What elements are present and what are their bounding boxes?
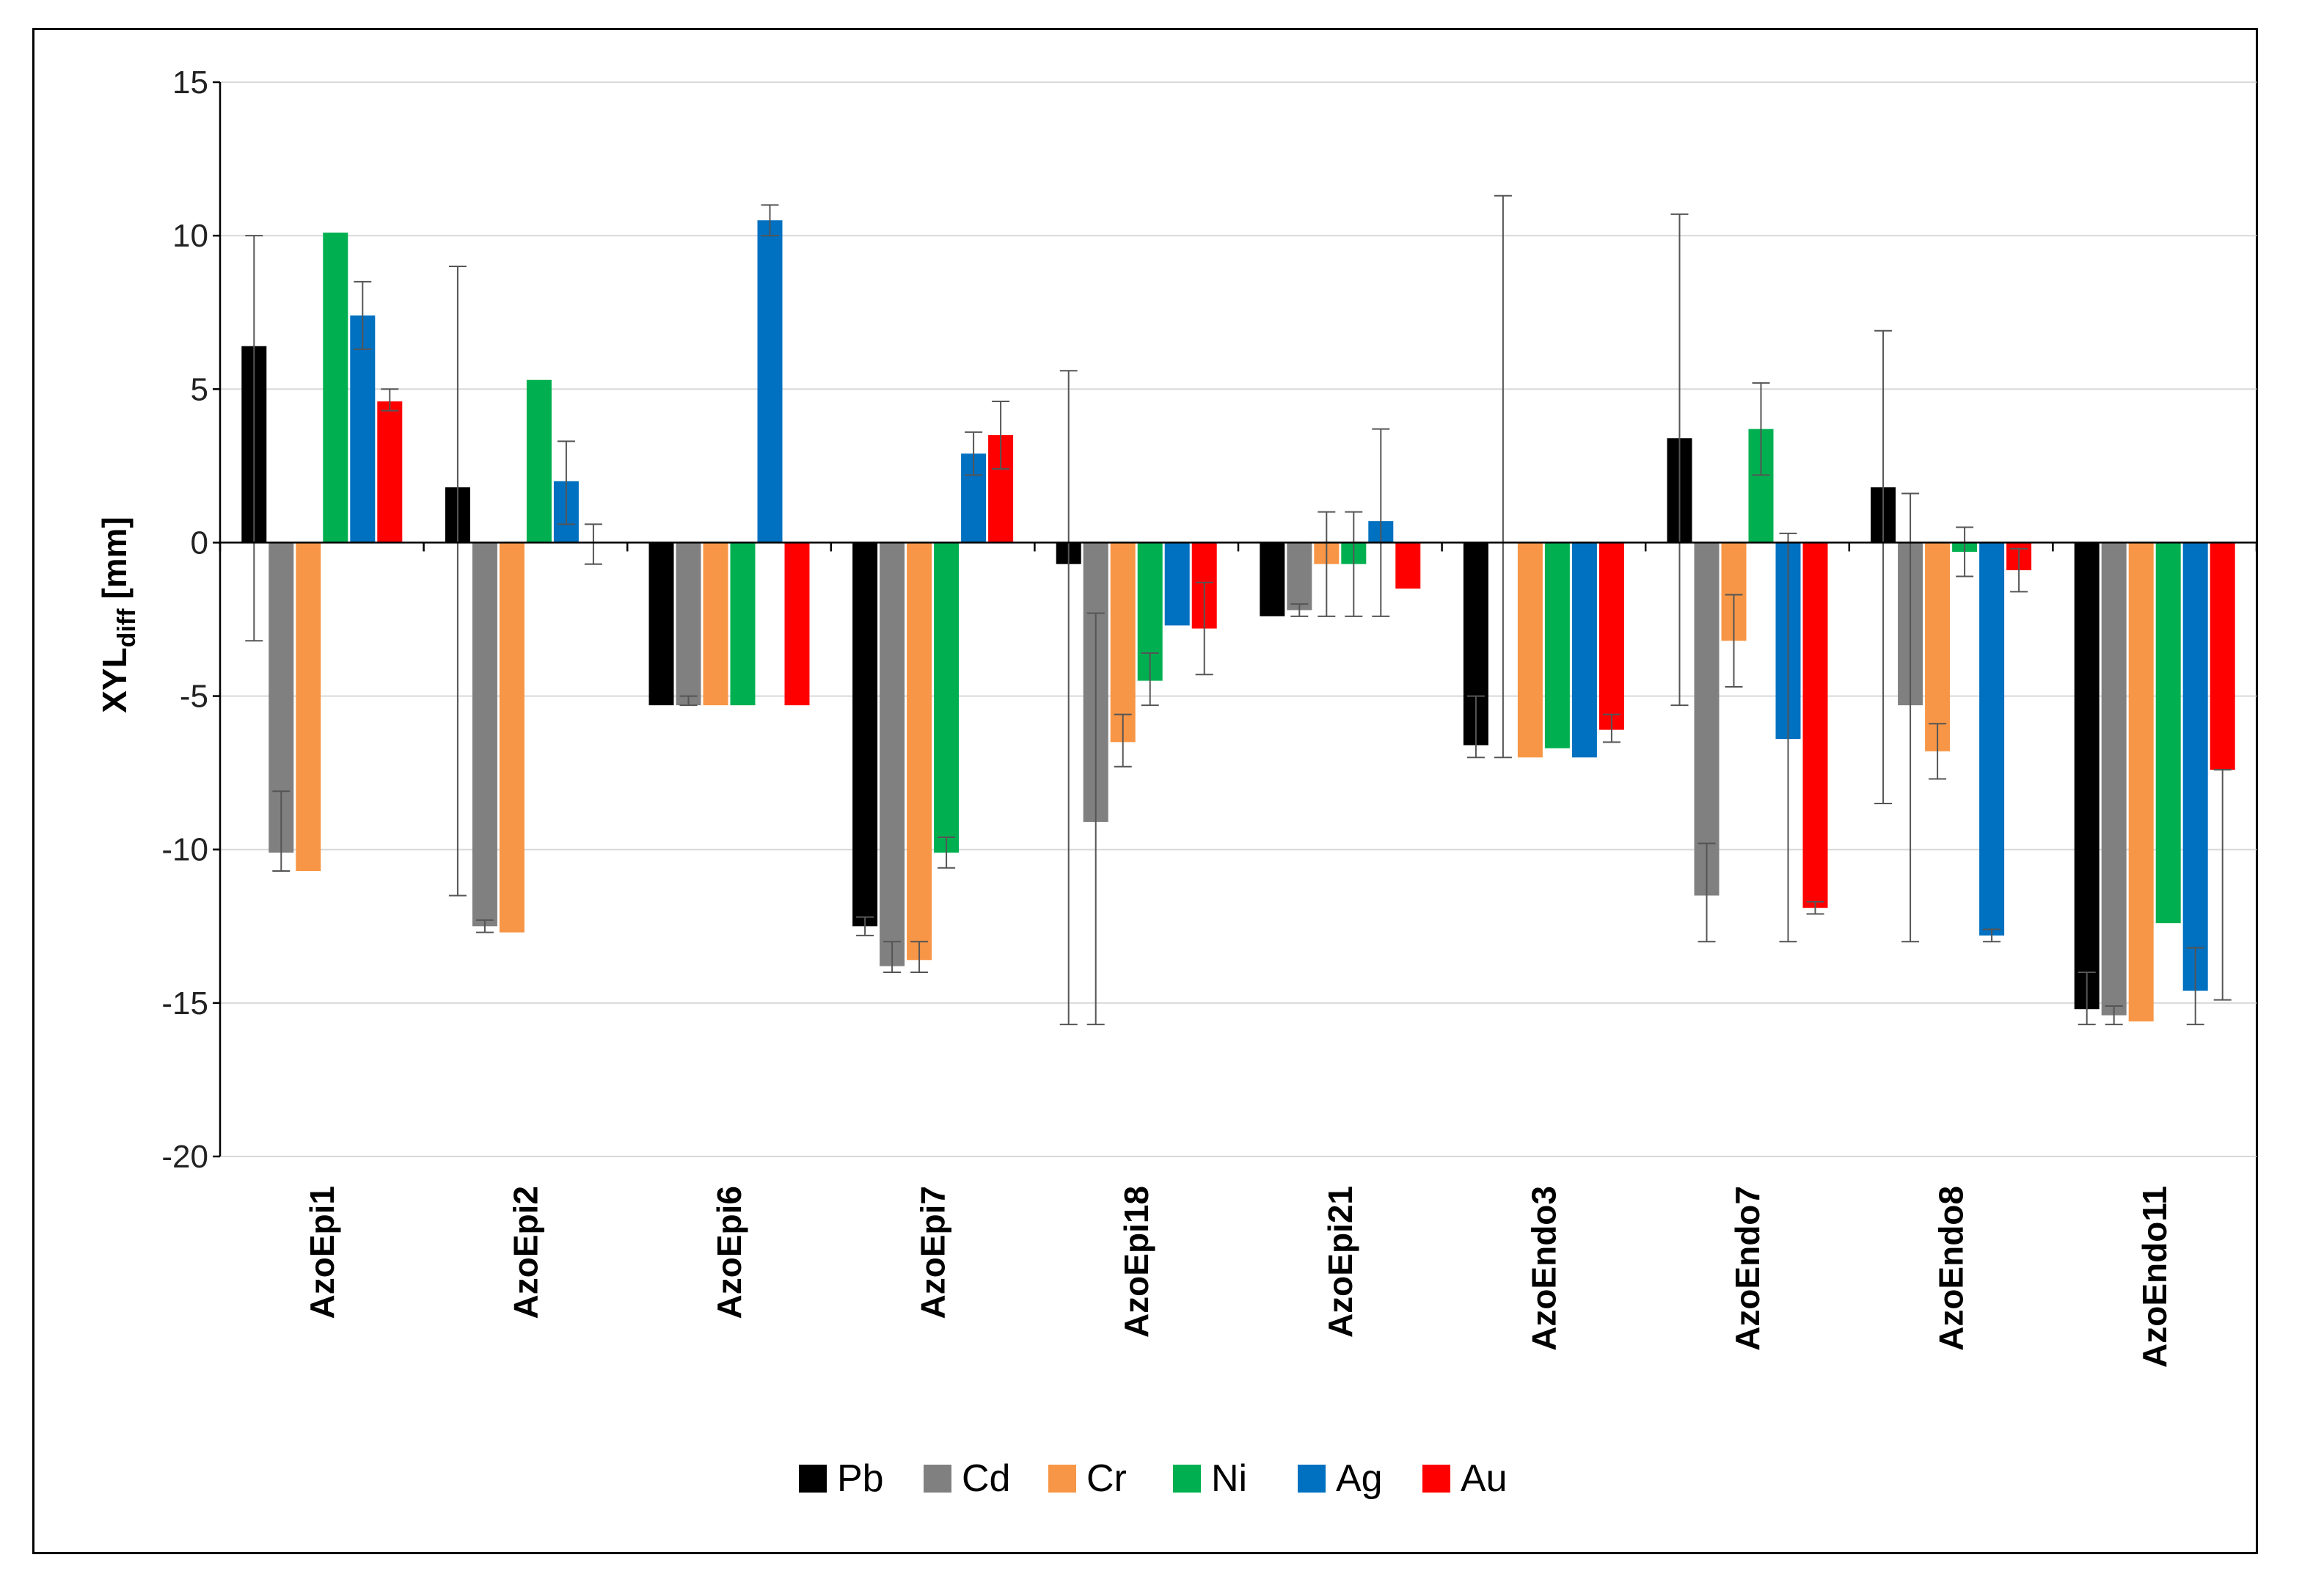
legend-item-au: Au — [1422, 1457, 1508, 1500]
y-axis-title-unit: [mm] — [95, 517, 134, 608]
bar-cr-azoepi18 — [1110, 542, 1136, 743]
x-category-label: AzoEpi2 — [506, 1186, 544, 1319]
bar-cr-azoepi6 — [703, 542, 728, 706]
chart-frame — [32, 28, 2258, 1554]
legend-label: Cd — [962, 1457, 1010, 1500]
legend-item-ag: Ag — [1298, 1457, 1383, 1500]
y-tick-label: 10 — [172, 218, 208, 254]
y-tick-label: 0 — [191, 525, 208, 561]
legend-swatch — [1422, 1465, 1450, 1493]
legend-swatch — [799, 1465, 827, 1493]
bar-pb-azoendo11 — [2074, 542, 2100, 1010]
x-category-label: AzoEndo3 — [1524, 1186, 1563, 1351]
bar-au-azoendo7 — [1802, 542, 1828, 908]
x-category-label: AzoEpi6 — [710, 1186, 748, 1319]
legend-swatch — [924, 1465, 951, 1493]
bar-cd-azoepi21 — [1287, 542, 1312, 611]
bar-au-azoepi1 — [377, 401, 403, 543]
bar-ag-azoepi6 — [757, 220, 783, 543]
y-tick-labels: 15 10 5 0 -5 -10 -15 -20 — [161, 65, 208, 1175]
bar-au-azoepi21 — [1395, 542, 1421, 589]
bar-cd-azoendo7 — [1694, 542, 1720, 896]
bar-ni-azoepi2 — [526, 379, 552, 543]
bar-cr-azoepi7 — [907, 542, 932, 961]
y-tick-label: -5 — [180, 679, 208, 715]
x-category-label: AzoEpi18 — [1117, 1186, 1155, 1338]
bar-ag-azoepi1 — [350, 315, 376, 543]
legend-swatch — [1298, 1465, 1326, 1493]
bar-pb-azoepi6 — [648, 542, 674, 706]
y-tick-label: 5 — [191, 371, 208, 407]
bar-cr-azoepi1 — [296, 542, 321, 871]
legend-label: Pb — [837, 1457, 884, 1500]
bar-cr-azoendo11 — [2128, 542, 2154, 1021]
bar-ni-azoepi1 — [323, 232, 348, 543]
bar-cd-azoepi7 — [880, 542, 905, 966]
x-category-label: AzoEndo7 — [1728, 1186, 1766, 1351]
y-tick-label: -15 — [161, 985, 208, 1021]
legend-label: Ni — [1211, 1457, 1247, 1500]
legend-label: Au — [1461, 1457, 1508, 1500]
legend-item-cr: Cr — [1048, 1457, 1127, 1500]
gridlines — [220, 81, 2257, 1157]
legend-item-pb: Pb — [799, 1457, 884, 1500]
bar-cd-azoepi2 — [472, 542, 497, 927]
y-tick-label: -10 — [161, 832, 208, 868]
bar-au-azoendo11 — [2210, 542, 2235, 770]
y-axis-title-subscript: diff — [113, 608, 141, 648]
legend-item-ni: Ni — [1173, 1457, 1247, 1500]
bar-ni-azoendo11 — [2155, 542, 2181, 924]
legend-swatch — [1048, 1465, 1076, 1493]
bar-pb-azoepi7 — [852, 542, 878, 927]
bar-ag-azoepi18 — [1164, 542, 1190, 626]
bar-ag-azoendo8 — [1979, 542, 2005, 936]
x-category-labels: AzoEpi1 AzoEpi2 AzoEpi6 AzoEpi7 AzoEpi18 AzoE… — [303, 1186, 2174, 1368]
x-category-label: AzoEpi1 — [303, 1186, 341, 1319]
bar-au-azoepi6 — [784, 542, 810, 706]
y-axis-title: XYLdiff [mm] — [95, 517, 141, 713]
y-axis-title-main: XYL — [95, 647, 134, 713]
bar-cd-azoepi6 — [676, 542, 701, 706]
legend: Pb Cd Cr Ni Ag Au — [799, 1457, 1508, 1500]
bar-cr-azoepi2 — [499, 542, 525, 933]
y-tick-label: 15 — [172, 65, 208, 101]
legend-swatch — [1173, 1465, 1201, 1493]
bar-pb-azoepi21 — [1260, 542, 1285, 616]
bar-cr-azoendo8 — [1925, 542, 1951, 751]
bar-ni-azoendo3 — [1544, 542, 1570, 748]
bar-cd-azoendo11 — [2101, 542, 2127, 1016]
legend-item-cd: Cd — [924, 1457, 1010, 1500]
x-category-label: AzoEndo11 — [2135, 1186, 2174, 1368]
bar-ni-azoepi6 — [730, 542, 756, 706]
bar-ni-azoepi7 — [934, 542, 960, 853]
legend-label: Ag — [1336, 1457, 1383, 1500]
legend-label: Cr — [1086, 1457, 1127, 1500]
x-category-label: AzoEndo8 — [1932, 1186, 1970, 1351]
bar-cr-azoendo3 — [1517, 542, 1543, 758]
axes — [213, 81, 2258, 1158]
y-tick-label: -20 — [161, 1139, 208, 1175]
bar-ag-azoendo11 — [2182, 542, 2208, 991]
bar-au-azoendo3 — [1598, 542, 1624, 730]
bar-ag-azoendo3 — [1571, 542, 1597, 758]
error-bars — [245, 194, 2232, 1026]
bars — [241, 220, 2235, 1021]
x-category-label: AzoEpi21 — [1321, 1186, 1359, 1338]
x-category-label: AzoEpi7 — [914, 1186, 952, 1319]
